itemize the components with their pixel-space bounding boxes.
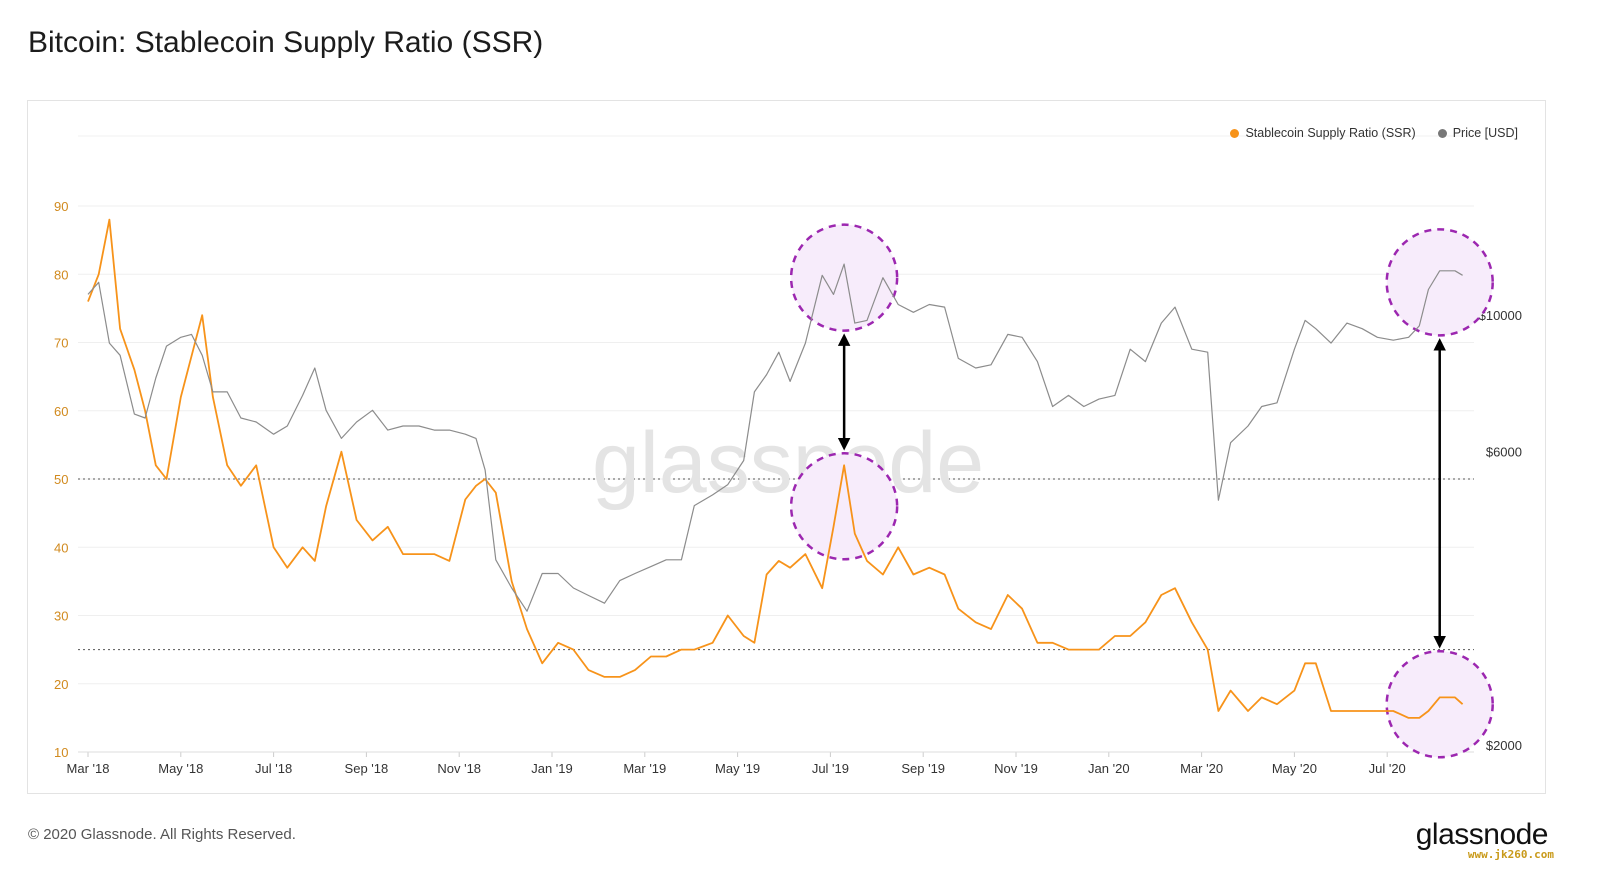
- x-tick-label: Sep '19: [901, 761, 945, 776]
- y-left-tick-label: 90: [54, 199, 68, 214]
- y-left-tick-label: 60: [54, 404, 68, 419]
- legend: Stablecoin Supply Ratio (SSR) Price [USD…: [1230, 126, 1518, 140]
- x-tick-label: May '18: [158, 761, 203, 776]
- x-tick-label: Jan '19: [531, 761, 573, 776]
- x-tick-label: Jul '18: [255, 761, 292, 776]
- legend-label: Price [USD]: [1452, 126, 1518, 140]
- y-left-tick-label: 10: [54, 745, 68, 760]
- x-tick-label: Jan '20: [1088, 761, 1130, 776]
- x-tick-label: May '20: [1272, 761, 1317, 776]
- y-left-tick-label: 50: [54, 472, 68, 487]
- chart-frame: [27, 100, 1546, 794]
- y-left-tick-label: 30: [54, 609, 68, 624]
- x-tick-label: Mar '20: [1180, 761, 1223, 776]
- x-tick-label: Sep '18: [345, 761, 389, 776]
- annotation-circle: [1385, 649, 1494, 759]
- legend-item-price[interactable]: Price [USD]: [1437, 126, 1518, 140]
- annotation-circle: [1385, 228, 1494, 337]
- y-right-tick-label: $6000: [1486, 444, 1522, 459]
- copyright-text: © 2020 Glassnode. All Rights Reserved.: [28, 826, 296, 843]
- legend-item-ssr[interactable]: Stablecoin Supply Ratio (SSR): [1230, 126, 1416, 140]
- ssr-series-line: [87, 218, 1464, 719]
- url-stamp: www.jk260.com: [1467, 848, 1554, 861]
- y-left-tick-label: 20: [54, 677, 68, 692]
- y-right-tick-label: $2000: [1486, 738, 1522, 753]
- x-tick-label: Nov '19: [994, 761, 1038, 776]
- x-tick-label: Nov '18: [437, 761, 481, 776]
- legend-label: Stablecoin Supply Ratio (SSR): [1245, 126, 1416, 140]
- page-title: Bitcoin: Stablecoin Supply Ratio (SSR): [28, 26, 544, 59]
- x-tick-label: May '19: [715, 761, 760, 776]
- legend-dot-icon: [1437, 128, 1447, 138]
- x-tick-label: Jul '19: [812, 761, 849, 776]
- annotation-circle: [789, 452, 899, 561]
- x-tick-label: Mar '18: [67, 761, 110, 776]
- y-right-tick-label: $10000: [1479, 308, 1522, 323]
- legend-dot-icon: [1230, 128, 1240, 138]
- y-left-tick-label: 80: [54, 267, 68, 282]
- y-left-tick-label: 70: [54, 336, 68, 351]
- watermark-text: glassnode: [592, 415, 984, 511]
- y-left-tick-label: 40: [54, 540, 68, 555]
- price-series-line: [87, 263, 1463, 612]
- x-tick-label: Mar '19: [623, 761, 666, 776]
- glassnode-logo[interactable]: glassnode: [1415, 818, 1549, 851]
- annotation-circle: [789, 223, 899, 332]
- x-tick-label: Jul '20: [1369, 761, 1406, 776]
